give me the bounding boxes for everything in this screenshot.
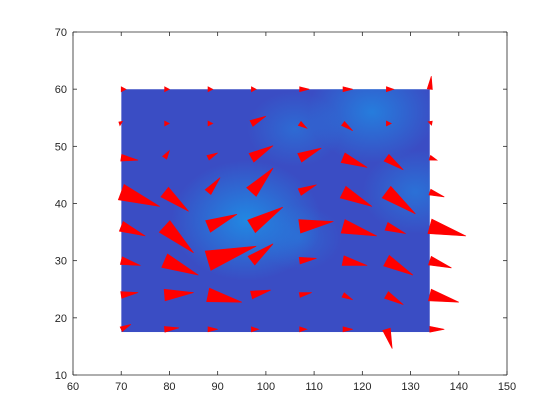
vector-arrow: [339, 185, 373, 207]
vector-arrow: [340, 219, 377, 237]
vector-arrow: [386, 120, 392, 127]
vector-arrow: [383, 254, 414, 276]
vector-arrow: [163, 288, 194, 302]
vector-arrow: [163, 326, 180, 333]
field-highlight: [247, 91, 343, 167]
y-tick-label: 50: [55, 141, 67, 153]
vector-arrow: [428, 154, 439, 161]
y-tick-label: 20: [55, 313, 67, 325]
vector-arrow: [118, 221, 146, 237]
x-tick-label: 140: [450, 381, 468, 393]
vector-arrow: [247, 243, 274, 266]
vector-arrow: [384, 222, 406, 234]
y-tick-label: 40: [55, 199, 67, 211]
vector-arrow: [429, 326, 445, 333]
x-tick-label: 130: [401, 381, 419, 393]
vector-arrow: [164, 86, 171, 93]
vector-arrow: [251, 326, 260, 333]
vector-arrow: [341, 121, 353, 131]
vector-arrow: [247, 206, 284, 234]
vector-arrow: [205, 214, 238, 233]
field-highlight: [307, 89, 430, 164]
vector-arrow: [382, 327, 393, 349]
vector-arrow: [162, 149, 170, 160]
x-tick-label: 100: [257, 381, 275, 393]
vector-arrow: [250, 289, 271, 300]
vector-arrow: [207, 120, 214, 127]
vector-arrow: [297, 184, 317, 196]
vector-arrow: [119, 324, 132, 332]
vector-arrow: [204, 245, 257, 271]
vector-arrow: [427, 120, 433, 126]
vector-arrow: [206, 152, 218, 161]
vector-arrow: [381, 185, 416, 215]
vector-arrow: [298, 219, 334, 234]
vector-arrow: [384, 291, 404, 305]
vector-arrow: [204, 177, 221, 195]
vector-arrow: [246, 167, 274, 197]
x-tick-label: 80: [163, 381, 175, 393]
vector-arrow: [164, 120, 171, 127]
vector-arrow: [297, 120, 308, 129]
vector-arrow: [340, 152, 368, 168]
vector-arrow: [428, 188, 445, 198]
axes: 60 70 80 90 100 110 120 130 140 150 10 20 30 40 50 60 70: [55, 27, 516, 393]
vector-arrow: [427, 218, 467, 237]
vector-arrow: [298, 256, 317, 265]
field-highlight: [362, 150, 430, 235]
y-tick-label: 60: [55, 84, 67, 96]
x-tick-label: 70: [115, 381, 127, 393]
x-tick-label: 150: [498, 381, 516, 393]
vector-arrow: [341, 255, 368, 266]
vector-arrow: [158, 220, 194, 254]
vector-arrow: [118, 120, 124, 127]
vector-arrow: [207, 326, 218, 333]
y-tick-label: 70: [55, 27, 67, 39]
vector-arrow: [299, 326, 308, 333]
y-tick-label: 30: [55, 256, 67, 268]
vector-arrow: [299, 86, 310, 93]
vector-arrows: [117, 76, 467, 349]
vector-arrow: [341, 292, 353, 301]
vector-arrow: [248, 145, 274, 163]
vector-arrow: [383, 153, 404, 171]
vector-arrow: [298, 292, 312, 298]
vector-arrow: [120, 153, 139, 162]
vector-arrow: [342, 326, 353, 333]
x-tick-label: 110: [305, 381, 323, 393]
vector-arrow: [120, 86, 127, 93]
x-tick-label: 120: [353, 381, 371, 393]
x-tick-label: 60: [67, 381, 79, 393]
vector-arrow: [117, 183, 160, 207]
y-tick-label: 10: [55, 370, 67, 382]
vector-arrow: [426, 76, 433, 90]
vector-arrow: [249, 115, 267, 127]
vector-arrow: [427, 255, 452, 269]
vector-arrow: [386, 86, 395, 93]
vector-arrow: [160, 186, 189, 212]
vector-arrow: [342, 86, 353, 93]
vector-arrow: [207, 86, 214, 93]
vector-arrow: [297, 147, 322, 163]
x-tick-label: 90: [212, 381, 224, 393]
vector-arrow: [119, 256, 141, 266]
vector-arrow: [251, 86, 257, 93]
vector-arrow: [206, 287, 242, 303]
vector-arrow: [428, 288, 459, 303]
vector-arrow: [161, 253, 199, 276]
vector-arrow: [120, 291, 139, 299]
